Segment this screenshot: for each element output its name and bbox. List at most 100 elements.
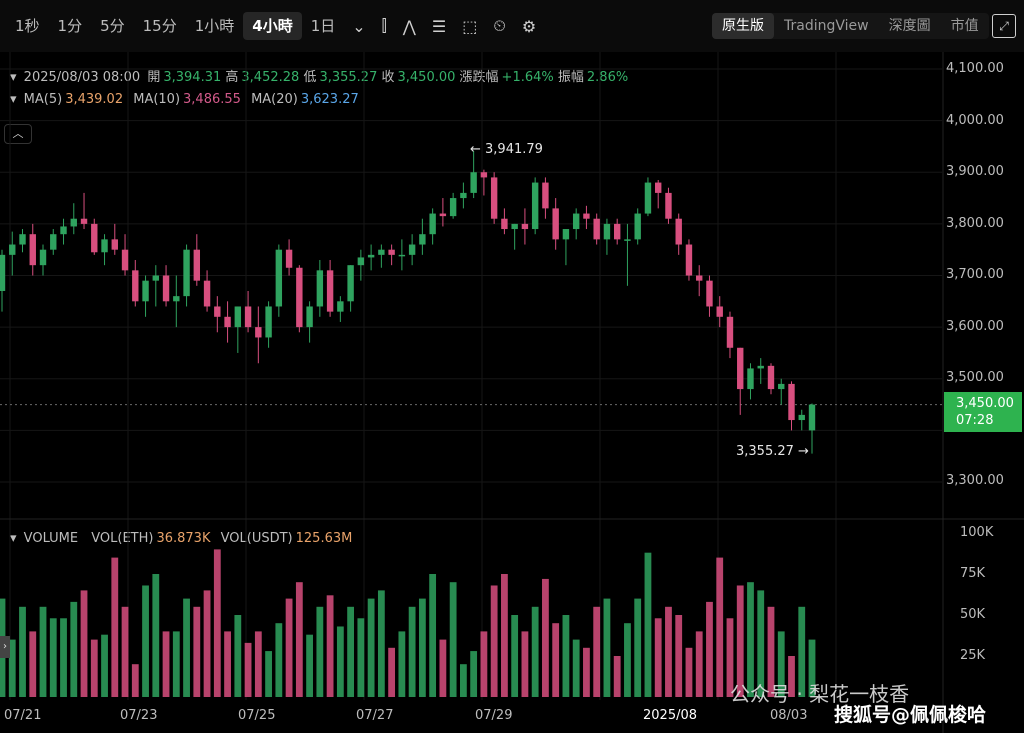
view-depth[interactable]: 深度圖 (888, 18, 931, 34)
volume-bar (685, 647, 693, 697)
candle-body (706, 280, 713, 307)
volume-bar (121, 606, 129, 697)
candle-body (675, 218, 682, 245)
volume-bar (511, 615, 519, 697)
candle-body (634, 213, 641, 240)
candle-body (696, 275, 703, 281)
timeframe-1s[interactable]: 1秒 (15, 17, 40, 35)
volume-bar (265, 651, 272, 697)
candle-body (101, 239, 108, 253)
volume-bar (49, 618, 57, 697)
price-tick: 3,800.00 (946, 216, 1004, 231)
volume-bar (439, 639, 447, 697)
indicator-icon[interactable]: ⋀ (402, 16, 416, 36)
date-tick: 07/29 (475, 708, 513, 723)
volume-bar (90, 639, 98, 697)
candle-body (490, 177, 498, 219)
ohlc-high: 3,452.28 (241, 70, 300, 85)
candle-body (60, 226, 67, 235)
collapse-legend-button[interactable]: ︿ (4, 124, 32, 144)
candle-body (244, 306, 252, 328)
volume-tick: 100K (960, 525, 994, 540)
date-tick: 07/21 (4, 708, 42, 723)
date-tick: 08/03 (770, 708, 808, 723)
volume-bar (347, 606, 355, 697)
volume-bar (736, 585, 744, 697)
current-price-badge: 3,450.00 07:28 (944, 392, 1022, 432)
candle-type-icon[interactable]: ⫿ (381, 16, 387, 35)
candle-body (778, 383, 785, 390)
price-tick: 4,000.00 (946, 113, 1004, 128)
candle-body (644, 182, 652, 214)
volume-bar (377, 590, 385, 697)
candle-body (214, 306, 221, 317)
alert-icon[interactable]: ⏲ (493, 16, 506, 35)
chevron-down-icon[interactable]: ⌄ (352, 16, 366, 36)
candle-body (275, 249, 283, 307)
candle-body (337, 301, 344, 312)
volume-bar (8, 639, 16, 697)
candle-body (624, 239, 631, 241)
volume-bar (295, 582, 303, 697)
view-tradingview[interactable]: TradingView (784, 18, 869, 34)
volume-legend: ▾ VOLUME VOL(ETH) 36.873K VOL(USDT) 125.63… (10, 531, 353, 546)
volume-bar (562, 615, 570, 697)
candle-body (419, 234, 426, 245)
volume-bar (798, 606, 806, 697)
volume-bar (70, 601, 78, 697)
volume-bar (767, 606, 775, 697)
candle-body (183, 249, 190, 297)
volume-bar (613, 656, 621, 697)
candle-body (603, 223, 611, 240)
volume-bar (388, 647, 396, 697)
volume-bar (244, 642, 252, 697)
candle-body (121, 249, 129, 271)
volume-bar (316, 606, 324, 697)
candle-body (9, 244, 16, 255)
volume-bar (788, 656, 795, 697)
candle-body (562, 229, 570, 240)
candle-body (716, 306, 723, 317)
volume-bar (111, 557, 119, 697)
timeframe-1h[interactable]: 1小時 (194, 17, 235, 35)
timeframe-15m[interactable]: 15分 (142, 17, 177, 35)
draw-icon[interactable]: ⬚ (462, 16, 478, 36)
scroll-left-icon[interactable]: › (0, 636, 10, 658)
candle-body (19, 234, 26, 245)
candle-body (521, 223, 529, 230)
candle-body (193, 249, 201, 281)
candle-body (296, 267, 303, 328)
candle-body (378, 249, 385, 255)
ma-legend: ▾ MA(5) 3,439.02 MA(10) 3,486.55 MA(20) 3,6… (10, 92, 359, 107)
settings-gear-icon[interactable]: ⚙ (521, 16, 537, 36)
view-marketcap[interactable]: 市值 (950, 18, 979, 34)
candle-body (29, 234, 36, 266)
price-tick: 3,600.00 (946, 319, 1004, 334)
candle-body (572, 213, 580, 230)
candle-body (50, 234, 57, 250)
timeframe-1m[interactable]: 1分 (57, 17, 83, 35)
volume-bar (142, 585, 149, 697)
volume-bar (285, 598, 293, 697)
date-tick: 07/25 (238, 708, 276, 723)
timeframe-4h[interactable]: 4小時 (243, 12, 302, 40)
candle-body (152, 275, 159, 281)
candle-body (316, 270, 324, 307)
volume-bar (429, 574, 437, 697)
volume-bar (131, 664, 139, 697)
volume-bar (501, 574, 508, 697)
volume-tick: 75K (960, 566, 986, 581)
fullscreen-icon[interactable]: ⤢ (992, 14, 1016, 38)
list-icon[interactable]: ☰ (431, 16, 447, 36)
candle-body (39, 249, 47, 266)
timeframe-1d[interactable]: 1日 (310, 17, 336, 35)
candle-body (173, 296, 180, 302)
volume-bar (552, 623, 560, 697)
volume-bar (777, 631, 785, 697)
candle-body (460, 192, 467, 199)
view-native[interactable]: 原生版 (712, 13, 774, 39)
volume-bar (19, 606, 26, 697)
timeframe-5m[interactable]: 5分 (100, 17, 125, 35)
candle-countdown: 07:28 (956, 413, 994, 428)
